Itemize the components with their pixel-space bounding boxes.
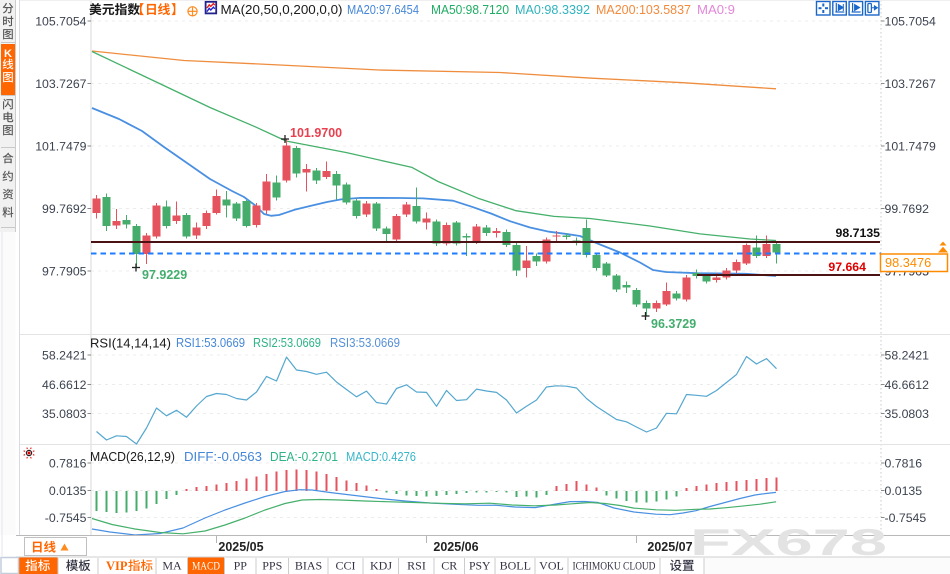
svg-text:PPS: PPS bbox=[262, 559, 282, 573]
svg-text:97.664: 97.664 bbox=[828, 260, 866, 274]
svg-text:RSI1:53.0669: RSI1:53.0669 bbox=[176, 336, 245, 350]
svg-text:46.6612: 46.6612 bbox=[42, 378, 87, 392]
svg-text:101.7479: 101.7479 bbox=[35, 140, 86, 154]
svg-text:BOLL: BOLL bbox=[500, 559, 531, 573]
svg-text:ICHIMOKU CLOUD: ICHIMOKU CLOUD bbox=[573, 559, 656, 573]
svg-text:58.2421: 58.2421 bbox=[42, 349, 87, 363]
svg-text:MA0:98.3392: MA0:98.3392 bbox=[515, 2, 590, 17]
svg-text:K: K bbox=[4, 48, 12, 60]
svg-text:VOL: VOL bbox=[539, 559, 564, 573]
svg-text:CR: CR bbox=[441, 559, 457, 573]
svg-text:96.3729: 96.3729 bbox=[651, 317, 696, 331]
svg-text:BIAS: BIAS bbox=[295, 559, 322, 573]
svg-text:MA200:103.5837: MA200:103.5837 bbox=[596, 2, 691, 17]
svg-text:101.7479: 101.7479 bbox=[885, 140, 936, 154]
svg-text:RSI: RSI bbox=[407, 559, 426, 573]
svg-text:103.7267: 103.7267 bbox=[885, 77, 936, 91]
svg-text:105.7054: 105.7054 bbox=[885, 15, 936, 29]
svg-text:CCI: CCI bbox=[335, 559, 355, 573]
svg-text:KDJ: KDJ bbox=[370, 559, 392, 573]
svg-text:2025/07: 2025/07 bbox=[647, 540, 692, 554]
svg-text:DIFF:-0.0563: DIFF:-0.0563 bbox=[184, 450, 262, 464]
svg-text:MACD(26,12,9): MACD(26,12,9) bbox=[90, 450, 175, 464]
svg-text:35.0803: 35.0803 bbox=[885, 407, 930, 421]
svg-text:DEA:-0.2701: DEA:-0.2701 bbox=[270, 450, 338, 464]
svg-text:0.7816: 0.7816 bbox=[885, 457, 923, 471]
svg-text:RSI2:53.0669: RSI2:53.0669 bbox=[253, 336, 321, 350]
svg-text:58.2421: 58.2421 bbox=[885, 349, 930, 363]
svg-text:97.9229: 97.9229 bbox=[142, 268, 187, 282]
svg-text:103.7267: 103.7267 bbox=[35, 77, 86, 91]
svg-text:2025/06: 2025/06 bbox=[433, 540, 478, 554]
svg-text:2025/05: 2025/05 bbox=[218, 540, 263, 554]
svg-text:105.7054: 105.7054 bbox=[35, 15, 86, 29]
svg-text:MACD: MACD bbox=[192, 559, 220, 573]
svg-text:99.7692: 99.7692 bbox=[42, 202, 87, 216]
svg-text:0.7816: 0.7816 bbox=[49, 457, 87, 471]
svg-text:RSI(14,14,14): RSI(14,14,14) bbox=[90, 337, 171, 351]
svg-text:PSY: PSY bbox=[469, 559, 491, 573]
svg-text:-0.7545: -0.7545 bbox=[885, 511, 927, 525]
svg-text:FX678: FX678 bbox=[690, 522, 887, 563]
svg-text:RSI3:53.0669: RSI3:53.0669 bbox=[330, 336, 400, 350]
svg-text:46.6612: 46.6612 bbox=[885, 378, 930, 392]
svg-text:0.0135: 0.0135 bbox=[885, 484, 923, 498]
svg-text:MA20:97.6454: MA20:97.6454 bbox=[347, 2, 419, 17]
svg-text:0.0135: 0.0135 bbox=[49, 484, 87, 498]
svg-text:99.7692: 99.7692 bbox=[885, 202, 930, 216]
svg-text:35.0803: 35.0803 bbox=[42, 407, 87, 421]
svg-text:97.7905: 97.7905 bbox=[42, 265, 87, 279]
svg-text:98.7135: 98.7135 bbox=[836, 226, 881, 240]
svg-text:PP: PP bbox=[234, 559, 248, 573]
svg-text:MACD:0.4276: MACD:0.4276 bbox=[346, 450, 416, 464]
svg-text:101.9700: 101.9700 bbox=[290, 126, 342, 140]
svg-text:MA50:98.7120: MA50:98.7120 bbox=[431, 2, 509, 17]
svg-text:MA: MA bbox=[162, 559, 182, 573]
svg-text:MA(20,50,0,200,0,0): MA(20,50,0,200,0,0) bbox=[221, 2, 343, 17]
svg-text:-0.7545: -0.7545 bbox=[45, 511, 87, 525]
svg-text:MA0:9: MA0:9 bbox=[697, 2, 735, 17]
svg-text:VIP: VIP bbox=[106, 559, 128, 573]
svg-text:98.3476: 98.3476 bbox=[885, 255, 931, 270]
